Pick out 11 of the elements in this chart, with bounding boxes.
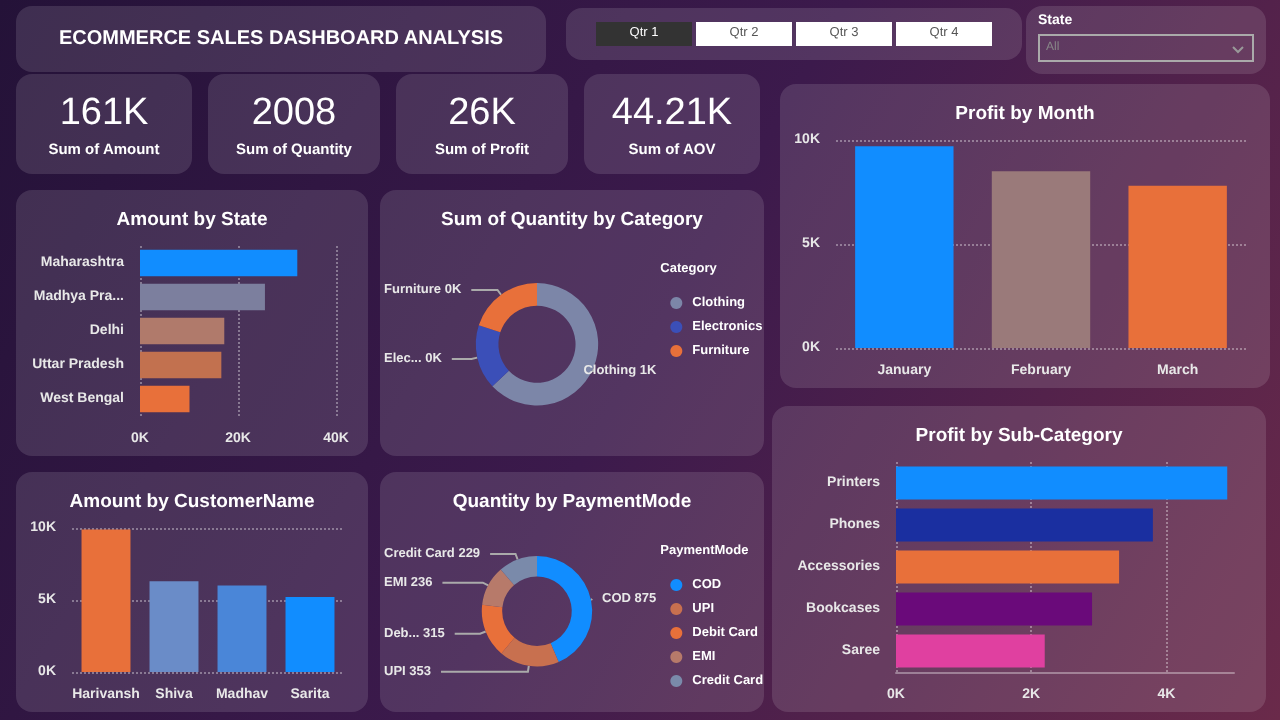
chart-title: Sum of Quantity by Category (441, 209, 705, 231)
chart-title: Amount by CustomerName (69, 491, 315, 513)
chart-title: Profit by Month (955, 103, 1096, 125)
text: 44.21K (611, 91, 733, 135)
chart-title: Quantity by PaymentMode (452, 491, 692, 513)
text: 26K (448, 91, 516, 135)
text: 161K (59, 91, 149, 135)
chart-title: Profit by Sub-Category (915, 425, 1124, 447)
chart-title: Amount by State (116, 209, 268, 231)
text: ECOMMERCE SALES DASHBOARD ANALYSIS (16, 6, 546, 72)
text: 2008 (251, 91, 337, 135)
